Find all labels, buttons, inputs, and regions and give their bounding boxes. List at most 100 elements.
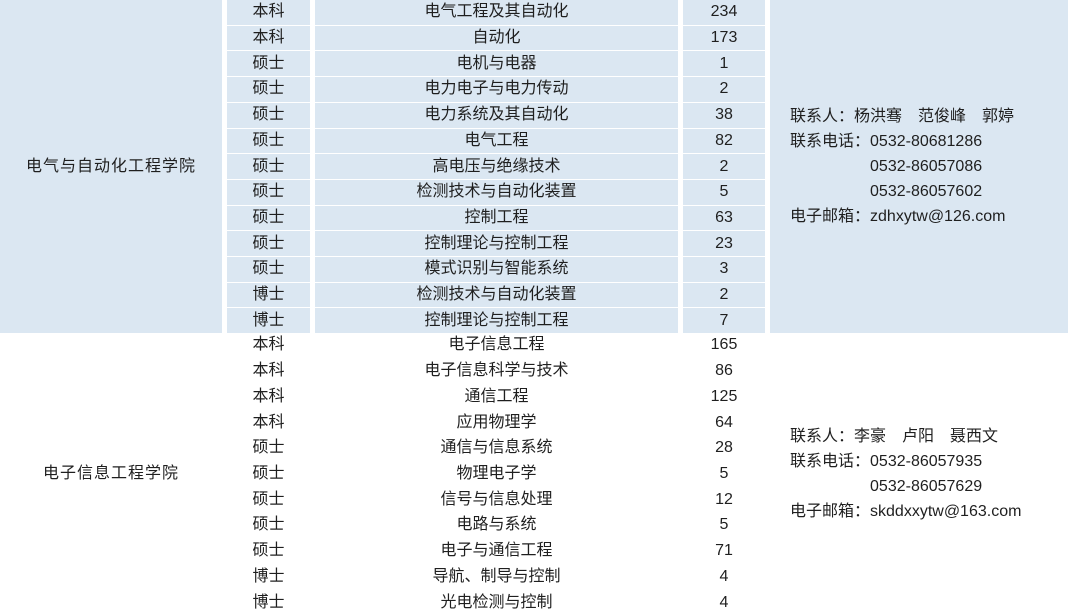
- count-cell: 63: [683, 205, 765, 231]
- contact-email-line: 电子邮箱： zdhxytw@126.com: [790, 204, 1005, 229]
- contact-info-cell: 联系人：李豪 卢阳 聂西文联系电话：0532-86057935联系电话：0532…: [770, 333, 1068, 615]
- count-cell: 64: [683, 410, 765, 435]
- major-cell: 信号与信息处理: [315, 487, 678, 513]
- degree-cell: 博士: [227, 564, 310, 590]
- count-text: 165: [710, 336, 738, 354]
- degree-cell: 硕士: [227, 487, 310, 513]
- count-text: 71: [715, 542, 733, 560]
- major-cell: 物理电子学: [315, 461, 678, 487]
- count-text: 23: [715, 234, 733, 252]
- count-cell: 12: [683, 487, 765, 513]
- major-text: 信号与信息处理: [440, 490, 553, 508]
- major-cell: 电路与系统: [315, 513, 678, 538]
- major-text: 光电检测与控制: [440, 593, 553, 611]
- count-text: 82: [715, 131, 733, 149]
- major-text: 应用物理学: [456, 413, 537, 431]
- major-cell: 检测技术与自动化装置: [315, 282, 678, 308]
- degree-cell: 本科: [227, 0, 310, 25]
- count-cell: 5: [683, 513, 765, 538]
- count-cell: 2: [683, 282, 765, 308]
- count-cell: 3: [683, 257, 765, 282]
- count-text: 12: [715, 490, 733, 508]
- contact-phone-label: 联系电话：: [790, 132, 871, 150]
- major-cell: 高电压与绝缘技术: [315, 154, 678, 179]
- major-cell: 电气工程: [315, 128, 678, 154]
- major-text: 电子信息工程: [448, 336, 545, 354]
- degree-cell: 本科: [227, 358, 310, 384]
- count-text: 28: [715, 439, 733, 457]
- contact-person-names: 杨洪骞 范俊峰 郭婷: [854, 107, 1015, 125]
- count-text: 234: [710, 3, 738, 21]
- major-cell: 控制理论与控制工程: [315, 231, 678, 257]
- degree-cell: 硕士: [227, 128, 310, 154]
- degree-text: 博士: [252, 593, 285, 611]
- count-text: 5: [719, 465, 729, 483]
- degree-text: 本科: [252, 3, 285, 21]
- contact-phone-line: 联系电话：0532-86057086: [790, 154, 982, 179]
- major-cell: 模式识别与智能系统: [315, 257, 678, 282]
- count-text: 3: [719, 260, 729, 278]
- degree-cell: 本科: [227, 25, 310, 51]
- contact-person-line: 联系人： 李豪 卢阳 聂西文: [790, 424, 998, 449]
- degree-cell: 本科: [227, 384, 310, 410]
- major-text: 电子与通信工程: [440, 542, 553, 560]
- contact-email-label: 电子邮箱：: [790, 207, 871, 225]
- count-text: 4: [719, 567, 729, 585]
- degree-cell: 硕士: [227, 435, 310, 461]
- major-text: 通信与信息系统: [440, 439, 553, 457]
- count-cell: 38: [683, 102, 765, 128]
- major-cell: 光电检测与控制: [315, 590, 678, 615]
- contact-phone-label: 联系电话：: [790, 452, 871, 470]
- major-text: 导航、制导与控制: [432, 567, 561, 585]
- major-text: 电气工程: [464, 131, 529, 149]
- contact-phone-line: 联系电话：0532-86057602: [790, 179, 982, 204]
- count-cell: 2: [683, 154, 765, 179]
- degree-text: 硕士: [252, 208, 285, 226]
- degree-text: 博士: [252, 286, 285, 304]
- major-cell: 电气工程及其自动化: [315, 0, 678, 25]
- degree-cell: 硕士: [227, 154, 310, 179]
- count-text: 125: [710, 387, 738, 405]
- count-cell: 173: [683, 25, 765, 51]
- degree-text: 硕士: [252, 54, 285, 72]
- contact-info-cell: 联系人：杨洪骞 范俊峰 郭婷联系电话：0532-80681286联系电话：053…: [770, 0, 1068, 334]
- count-cell: 5: [683, 461, 765, 487]
- count-text: 2: [719, 80, 729, 98]
- major-text: 控制工程: [464, 208, 529, 226]
- major-cell: 电力系统及其自动化: [315, 102, 678, 128]
- count-text: 38: [715, 106, 733, 124]
- degree-cell: 博士: [227, 308, 310, 334]
- major-text: 控制理论与控制工程: [424, 234, 569, 252]
- major-cell: 通信工程: [315, 384, 678, 410]
- major-text: 电力系统及其自动化: [424, 106, 569, 124]
- major-cell: 电子信息科学与技术: [315, 358, 678, 384]
- contact-person-names: 李豪 卢阳 聂西文: [854, 427, 999, 445]
- degree-cell: 硕士: [227, 102, 310, 128]
- degree-text: 本科: [252, 413, 285, 431]
- degree-cell: 硕士: [227, 513, 310, 538]
- contact-phone-number: 0532-86057935: [870, 452, 983, 470]
- college-name-cell: 电子信息工程学院: [0, 333, 222, 615]
- major-cell: 控制理论与控制工程: [315, 308, 678, 334]
- major-cell: 自动化: [315, 25, 678, 51]
- major-cell: 控制工程: [315, 205, 678, 231]
- count-cell: 4: [683, 590, 765, 615]
- count-cell: 1: [683, 51, 765, 77]
- contact-phone-line: 联系电话： 0532-86057935: [790, 449, 982, 474]
- degree-cell: 博士: [227, 590, 310, 615]
- degree-text: 硕士: [252, 542, 285, 560]
- degree-text: 本科: [252, 362, 285, 380]
- college-name: 电子信息工程学院: [42, 465, 179, 483]
- major-text: 电机与电器: [456, 54, 537, 72]
- count-cell: 28: [683, 435, 765, 461]
- major-text: 高电压与绝缘技术: [432, 157, 561, 175]
- degree-cell: 硕士: [227, 205, 310, 231]
- contact-email-address: skddxxytw@163.com: [870, 502, 1022, 520]
- contact-phone-number: 0532-86057086: [870, 157, 983, 175]
- major-cell: 电力电子与电力传动: [315, 77, 678, 102]
- count-text: 2: [719, 286, 729, 304]
- degree-text: 硕士: [252, 490, 285, 508]
- major-text: 电气工程及其自动化: [424, 3, 569, 21]
